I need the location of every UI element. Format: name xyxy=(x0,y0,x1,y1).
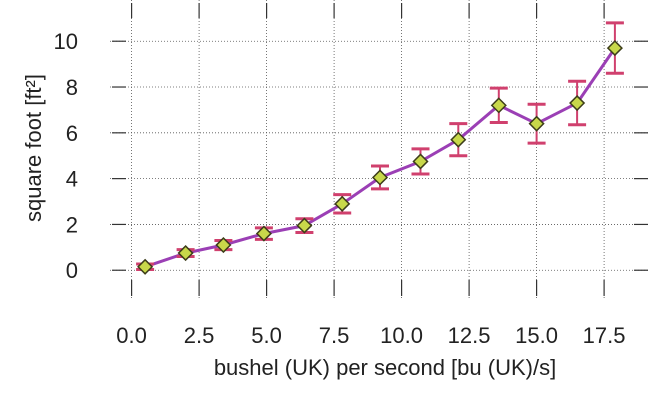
x-tick-label: 7.5 xyxy=(319,323,350,348)
x-tick-label: 15.0 xyxy=(515,323,558,348)
x-tick-label: 5.0 xyxy=(251,323,282,348)
y-tick-label: 4 xyxy=(66,167,78,192)
series-layer xyxy=(136,21,624,275)
data-point xyxy=(569,94,586,112)
x-tick-label: 2.5 xyxy=(184,323,215,348)
data-point xyxy=(490,97,507,114)
y-tick-label: 8 xyxy=(66,75,78,100)
data-point xyxy=(296,217,313,234)
data-point xyxy=(606,40,623,57)
tick-labels: 0.0 2.5 5.0 7.5 10.0 12.5 15.0 17.5 0 2 4 6 8 10 xyxy=(54,29,626,348)
x-tick-label: 0.0 xyxy=(116,323,147,348)
tick-marks xyxy=(112,3,648,296)
data-point xyxy=(450,131,467,148)
data-point xyxy=(255,225,272,242)
x-tick-label: 12.5 xyxy=(448,323,491,348)
y-tick-label: 6 xyxy=(66,121,78,146)
grid xyxy=(110,0,650,300)
y-axis-label: square foot [ft²] xyxy=(21,74,46,222)
x-tick-label: 17.5 xyxy=(583,323,626,348)
y-tick-label: 10 xyxy=(54,29,78,54)
x-axis-label: bushel (UK) per second [bu (UK)/s] xyxy=(214,355,556,380)
data-point xyxy=(528,115,545,132)
x-tick-label: 10.0 xyxy=(380,323,423,348)
data-point xyxy=(215,236,232,254)
data-point xyxy=(334,195,351,212)
y-tick-label: 0 xyxy=(66,258,78,283)
y-tick-label: 2 xyxy=(66,212,78,237)
data-point xyxy=(177,244,194,262)
data-point xyxy=(412,153,429,170)
series-line xyxy=(144,47,617,269)
data-point xyxy=(137,258,154,275)
data-point xyxy=(371,169,389,186)
